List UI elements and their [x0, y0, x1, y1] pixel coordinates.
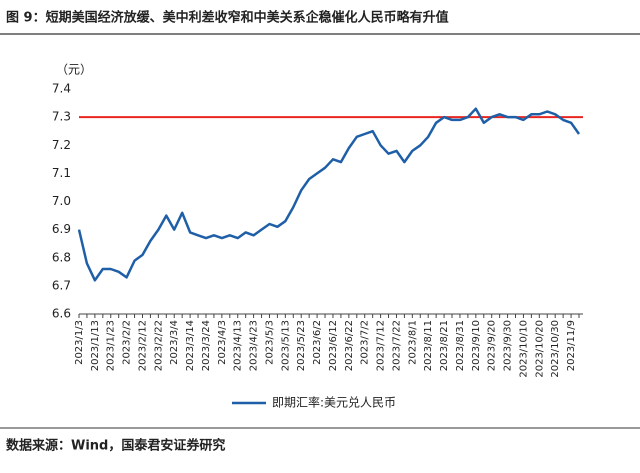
x-tick-label: 2023/5/23 [296, 320, 307, 371]
y-tick-label: 6.7 [52, 278, 71, 292]
x-tick-label: 2023/1/3 [74, 320, 85, 365]
x-tick-label: 2023/9/20 [487, 320, 498, 371]
x-tick-label: 2023/9/30 [503, 320, 514, 371]
x-tick-label: 2023/10/30 [550, 320, 561, 378]
x-tick-label: 2023/3/24 [201, 320, 212, 371]
x-tick-label: 2023/5/13 [280, 320, 291, 371]
x-tick-label: 2023/2/2 [122, 320, 133, 365]
x-tick-label: 2023/10/10 [518, 320, 529, 378]
x-tick-label: 2023/1/23 [106, 320, 117, 371]
x-tick-label: 2023/6/22 [344, 320, 355, 371]
x-tick-label: 2023/9/10 [471, 320, 482, 371]
x-tick-label: 2023/7/2 [360, 320, 371, 365]
y-tick-label: 7.2 [52, 138, 71, 152]
y-tick-label: 7.3 [52, 110, 71, 124]
x-tick-label: 2023/4/23 [249, 320, 260, 371]
x-tick-label: 2023/7/22 [391, 320, 402, 371]
x-tick-label: 2023/3/4 [169, 320, 180, 365]
y-tick-label: 6.9 [52, 222, 71, 236]
y-tick-label: 7.0 [52, 194, 71, 208]
source-note: 数据来源：Wind，国泰君安证券研究 [6, 438, 225, 454]
y-tick-label: 6.6 [52, 307, 71, 321]
legend-label: 即期汇率:美元兑人民币 [272, 395, 396, 410]
x-tick-label: 2023/6/2 [312, 320, 323, 365]
x-tick-label: 2023/1/13 [90, 320, 101, 371]
x-tick-label: 2023/8/21 [439, 320, 450, 371]
x-tick-label: 2023/11/9 [566, 320, 577, 371]
y-tick-label: 7.1 [52, 166, 71, 180]
series-line [77, 107, 581, 282]
x-tick-label: 2023/5/3 [264, 320, 275, 365]
x-tick-label: 2023/10/20 [534, 320, 545, 378]
x-tick-label: 2023/7/12 [376, 320, 387, 371]
x-tick-label: 2023/6/12 [328, 320, 339, 371]
x-tick-label: 2023/4/13 [233, 320, 244, 371]
y-tick-label: 7.4 [52, 82, 71, 96]
x-tick-label: 2023/2/12 [137, 320, 148, 371]
x-tick-label: 2023/8/11 [423, 320, 434, 371]
x-tick-label: 2023/8/1 [407, 320, 418, 365]
y-tick-label: 6.8 [52, 250, 71, 264]
x-tick-label: 2023/8/31 [455, 320, 466, 371]
x-tick-label: 2023/4/3 [217, 320, 228, 365]
x-tick-label: 2023/2/22 [153, 320, 164, 371]
chart-title: 图 9：短期美国经济放缓、美中利差收窄和中美关系企稳催化人民币略有升值 [6, 10, 449, 26]
y-unit: （元） [56, 63, 92, 77]
x-tick-label: 2023/3/14 [185, 320, 196, 371]
